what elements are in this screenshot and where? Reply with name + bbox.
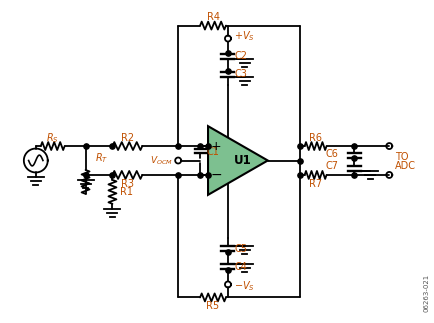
Text: $-V_S$: $-V_S$ [233, 280, 254, 293]
Text: C4: C4 [234, 262, 247, 272]
Text: +: + [210, 140, 221, 152]
Text: R5: R5 [206, 301, 219, 311]
Text: C2: C2 [234, 51, 247, 61]
Text: $R_T$: $R_T$ [94, 151, 108, 165]
Polygon shape [207, 126, 267, 195]
Text: R2: R2 [121, 133, 134, 143]
Text: −: − [210, 168, 221, 182]
Text: R7: R7 [308, 179, 322, 189]
Text: U1: U1 [233, 154, 251, 167]
Text: ADC: ADC [395, 162, 415, 172]
Text: C7: C7 [325, 162, 338, 172]
Text: R6: R6 [309, 133, 321, 143]
Text: C1: C1 [206, 147, 218, 157]
Text: R1: R1 [120, 187, 133, 197]
Text: C6: C6 [325, 149, 338, 159]
Text: C3: C3 [234, 69, 247, 79]
Text: R3: R3 [121, 179, 134, 189]
Text: TO: TO [395, 151, 408, 162]
Text: $V_{OCM}$: $V_{OCM}$ [150, 154, 173, 167]
Text: 06263-021: 06263-021 [422, 274, 428, 312]
Text: $+V_S$: $+V_S$ [233, 30, 254, 43]
Text: R4: R4 [206, 12, 219, 22]
Text: C5: C5 [234, 244, 247, 254]
Text: $R_S$: $R_S$ [46, 131, 59, 145]
